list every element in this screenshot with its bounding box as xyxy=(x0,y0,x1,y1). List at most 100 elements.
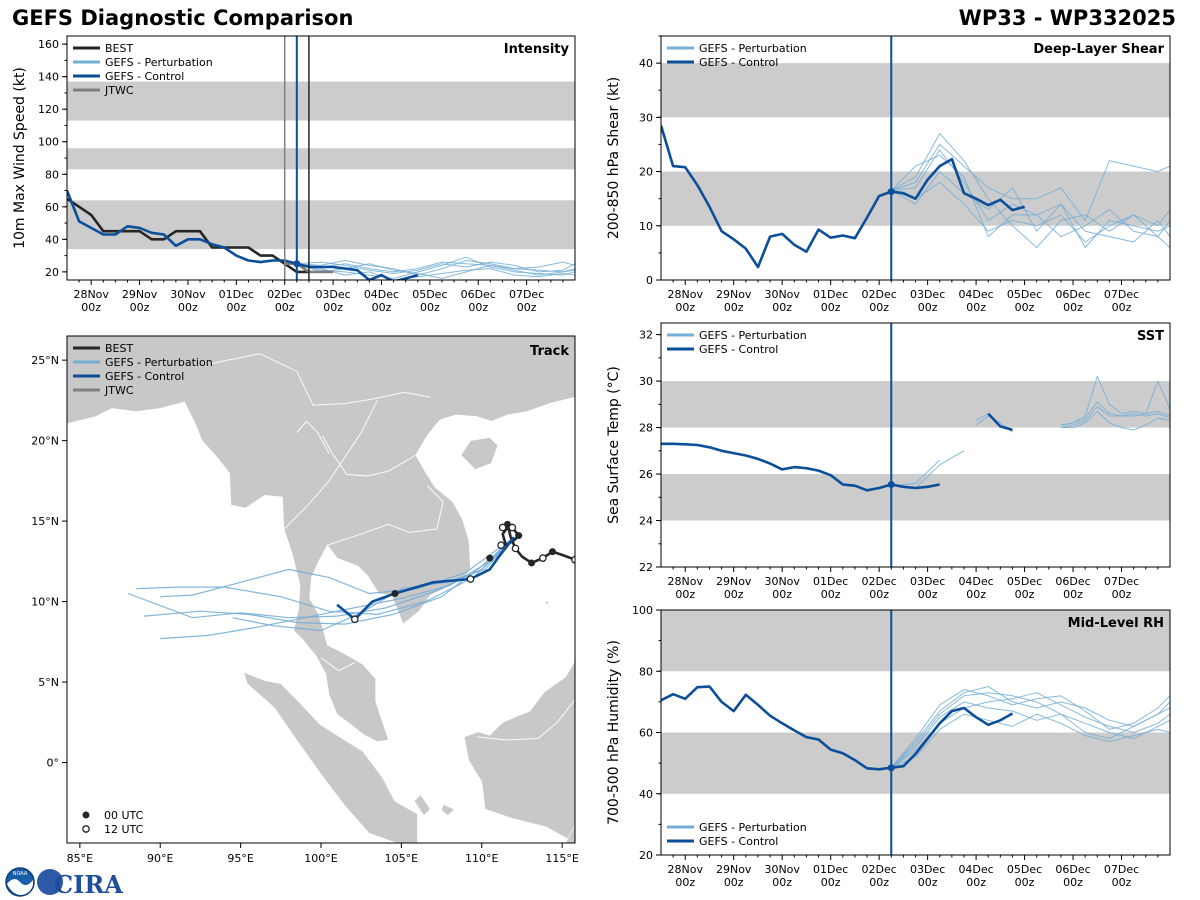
shear-series-perturbation xyxy=(891,143,1170,221)
sst-xtick-label: 07Dec xyxy=(1104,575,1139,588)
land-mass xyxy=(243,671,418,843)
legend-marker-12z xyxy=(82,825,90,833)
track-control-line xyxy=(336,536,515,621)
best-point-12z xyxy=(508,523,517,532)
shear-ylabel: 200-850 hPa Shear (kt) xyxy=(606,77,622,239)
shear-xtick-sublabel: 00z xyxy=(724,301,744,314)
intensity-plot-area xyxy=(67,36,575,280)
intensity-xtick-sublabel: 00z xyxy=(420,301,440,314)
rh-xtick-label: 29Nov xyxy=(716,863,752,876)
rh-xtick-label: 07Dec xyxy=(1104,863,1139,876)
shear-xtick-sublabel: 00z xyxy=(966,301,986,314)
rh-xtick-label: 03Dec xyxy=(910,863,945,876)
shear-ytick-label: 0 xyxy=(646,274,653,287)
intensity-xtick-label: 28Nov xyxy=(73,288,109,301)
intensity-init-marker xyxy=(293,260,301,268)
intensity-xtick-sublabel: 00z xyxy=(517,301,537,314)
best-point-00z xyxy=(515,532,523,540)
rh-ytick-label: 100 xyxy=(632,604,653,617)
intensity-ytick-label: 60 xyxy=(45,201,59,214)
sst-series-control xyxy=(987,412,1013,432)
intensity-xtick-label: 01Dec xyxy=(219,288,254,301)
boundary-line xyxy=(327,523,437,546)
sst-xtick-sublabel: 00z xyxy=(1063,588,1083,601)
shear-xtick-label: 06Dec xyxy=(1055,288,1090,301)
sst-series-perturbation xyxy=(1060,401,1170,426)
rh-ytick-label: 40 xyxy=(639,788,653,801)
rh-xtick-sublabel: 00z xyxy=(1063,876,1083,889)
sst-series-perturbation xyxy=(1060,375,1170,426)
track-xtick-label: 95°E xyxy=(227,852,253,865)
intensity-xtick-label: 07Dec xyxy=(509,288,544,301)
rh-xtick-sublabel: 00z xyxy=(772,876,792,889)
intensity-ytick-label: 20 xyxy=(45,266,59,279)
shear-band xyxy=(661,63,1170,118)
intensity-xtick-sublabel: 00z xyxy=(323,301,343,314)
sst-panel-label: SST xyxy=(1137,329,1164,344)
sst-series-perturbation xyxy=(1060,406,1170,429)
legend-label-perturbation: GEFS - Perturbation xyxy=(699,329,807,342)
land-mass xyxy=(565,825,575,843)
shear-xtick-sublabel: 00z xyxy=(772,301,792,314)
rh-init-marker xyxy=(887,764,895,772)
shear-ytick-label: 30 xyxy=(639,111,653,124)
shear-xtick-sublabel: 00z xyxy=(1112,301,1132,314)
land-mass xyxy=(441,803,455,816)
intensity-xtick-label: 05Dec xyxy=(412,288,447,301)
sst-band xyxy=(661,474,1170,521)
rh-xtick-sublabel: 00z xyxy=(1015,876,1035,889)
shear-xtick-label: 30Nov xyxy=(764,288,800,301)
rh-xtick-label: 28Nov xyxy=(668,863,704,876)
sst-xtick-label: 03Dec xyxy=(910,575,945,588)
intensity-series-perturbation xyxy=(296,261,575,274)
legend-label-control: GEFS - Control xyxy=(105,370,184,383)
legend-label-jtwc: JTWC xyxy=(104,84,134,97)
intensity-series-perturbation xyxy=(296,261,575,273)
shear-xtick-label: 01Dec xyxy=(813,288,848,301)
sst-ytick-label: 30 xyxy=(639,375,653,388)
track-xtick-label: 85°E xyxy=(67,852,93,865)
land-mass xyxy=(413,794,431,817)
intensity-ylabel: 10m Max Wind Speed (kt) xyxy=(12,67,28,249)
intensity-series-control xyxy=(67,190,419,280)
intensity-xtick-sublabel: 00z xyxy=(81,301,101,314)
rh-ytick-label: 20 xyxy=(639,849,653,862)
shear-xtick-label: 28Nov xyxy=(668,288,704,301)
rh-xtick-sublabel: 00z xyxy=(724,876,744,889)
control-point-12z xyxy=(466,575,475,583)
legend-marker-00z-label: 00 UTC xyxy=(104,809,144,822)
intensity-panel-label: Intensity xyxy=(504,42,570,57)
sst-ytick-label: 32 xyxy=(639,329,653,342)
land-mass xyxy=(460,437,499,470)
rh-series-control xyxy=(661,685,1014,771)
shear-xtick-label: 04Dec xyxy=(958,288,993,301)
intensity-xtick-sublabel: 00z xyxy=(372,301,392,314)
shear-panel-label: Deep-Layer Shear xyxy=(1033,42,1164,57)
track-ensemble-line xyxy=(160,536,515,640)
rh-ylabel: 700-500 hPa Humidity (%) xyxy=(606,640,622,825)
legend-label-perturbation: GEFS - Perturbation xyxy=(105,356,213,369)
control-point-00z xyxy=(486,554,494,562)
shear-xtick-label: 05Dec xyxy=(1007,288,1042,301)
sst-xtick-label: 28Nov xyxy=(668,575,704,588)
intensity-xtick-label: 06Dec xyxy=(461,288,496,301)
rh-xtick-sublabel: 00z xyxy=(1112,876,1132,889)
rh-series-perturbation xyxy=(890,701,1170,769)
shear-xtick-sublabel: 00z xyxy=(1015,301,1035,314)
intensity-ytick-label: 140 xyxy=(38,71,59,84)
shear-series-perturbation xyxy=(891,171,1170,248)
legend-label-best: BEST xyxy=(105,42,133,55)
best-point-00z xyxy=(548,548,556,556)
shear-ytick-label: 20 xyxy=(639,166,653,179)
legend-label-perturbation: GEFS - Perturbation xyxy=(105,56,213,69)
shear-init-marker xyxy=(887,188,895,196)
best-point-12z xyxy=(511,544,520,553)
intensity-ytick-label: 100 xyxy=(38,136,59,149)
intensity-band xyxy=(67,200,575,250)
sst-xtick-label: 04Dec xyxy=(958,575,993,588)
rh-panel-label: Mid-Level RH xyxy=(1068,616,1164,631)
rh-series-perturbation xyxy=(890,689,1170,769)
shear-ytick-label: 10 xyxy=(639,220,653,233)
sst-xtick-sublabel: 00z xyxy=(918,588,938,601)
